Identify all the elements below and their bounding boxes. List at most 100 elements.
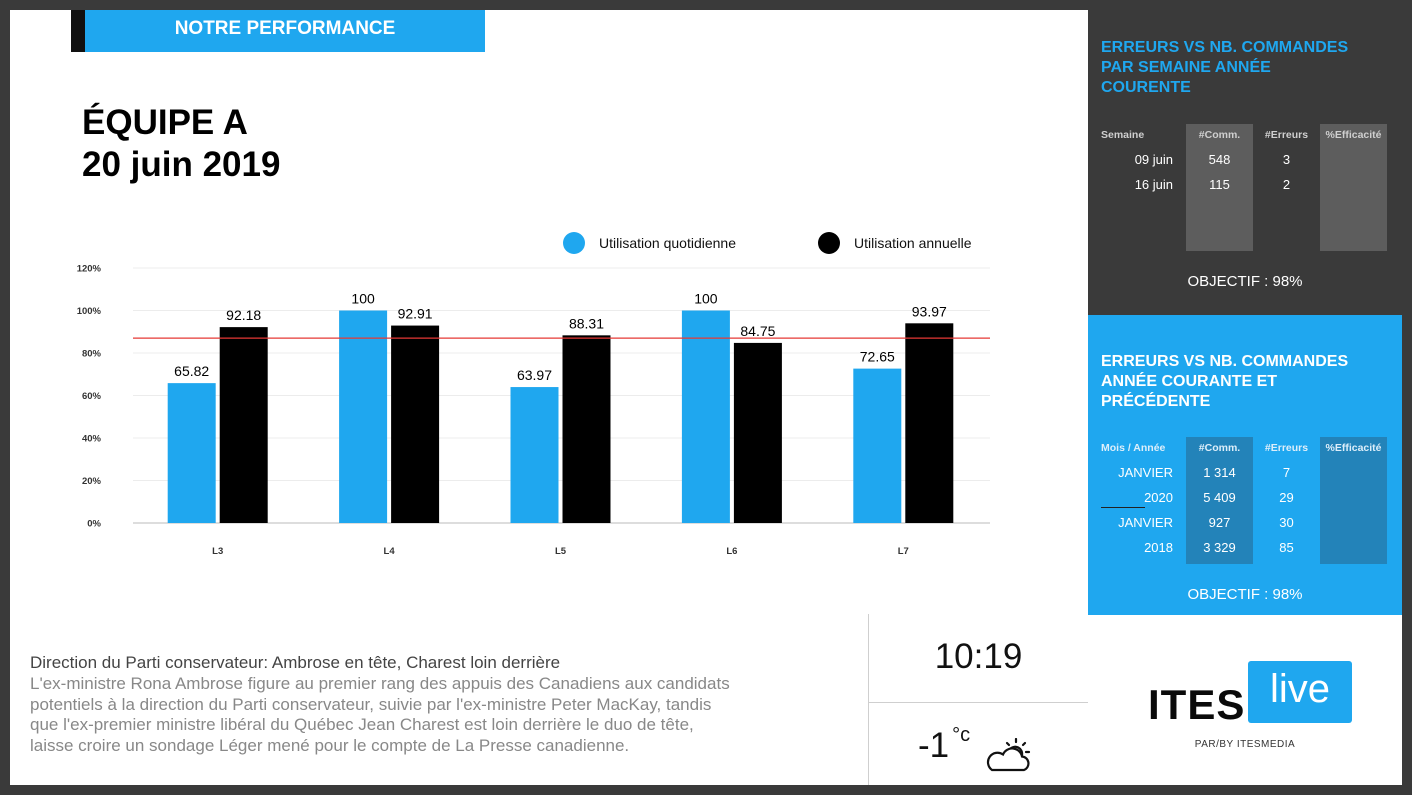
table-cell: JANVIER	[1118, 465, 1173, 480]
table-header: #Erreurs	[1264, 442, 1309, 454]
table-cell: 09 juin	[1134, 152, 1173, 167]
divider-horizontal	[868, 702, 1088, 703]
x-tick-label: L6	[726, 546, 737, 557]
bar-value-label: 93.97	[912, 303, 947, 319]
legend-item-annual: Utilisation annuelle	[818, 232, 972, 254]
bar-value-label: 63.97	[517, 367, 552, 383]
bar	[562, 335, 611, 523]
logo-subtitle: PAR/BY ITESMEDIA	[1194, 739, 1296, 750]
legend-label-annual: Utilisation annuelle	[854, 235, 972, 251]
table-header: %Efficacité	[1325, 442, 1382, 454]
bar-value-label: 65.82	[174, 363, 209, 379]
news-body: L'ex-ministre Rona Ambrose figure au pre…	[30, 674, 850, 756]
y-tick-label: 0%	[87, 519, 101, 530]
x-tick-label: L5	[555, 546, 567, 557]
bar	[853, 368, 902, 523]
legend-label-daily: Utilisation quotidienne	[599, 235, 736, 251]
bar-value-label: 100	[351, 291, 375, 307]
team-date: 20 juin 2019	[82, 145, 281, 184]
bar-value-label: 92.91	[398, 306, 433, 322]
table-cell: 29	[1279, 490, 1294, 505]
weekly-panel-title: ERREURS VS NB. COMMANDES PAR SEMAINE ANN…	[1101, 38, 1391, 98]
yearly-title-line: PRÉCÉDENTE	[1101, 393, 1211, 410]
column-band	[1186, 437, 1253, 564]
main-content: NOTRE PERFORMANCE ÉQUIPE A 20 juin 2019 …	[10, 10, 1088, 785]
logo-panel: ITES live PAR/BY ITESMEDIA	[1088, 615, 1402, 785]
yearly-panel-title: ERREURS VS NB. COMMANDES ANNÉE COURANTE …	[1101, 352, 1391, 412]
utilization-bar-chart: 0% 20% 40% 60% 80% 100% 120% 65.82 92.18 L3 100 92.…	[77, 264, 990, 557]
x-tick-label: L3	[212, 546, 223, 557]
team-name: ÉQUIPE A	[82, 103, 248, 142]
bar	[681, 310, 730, 523]
table-cell: 30	[1279, 515, 1294, 530]
row-separator	[1101, 507, 1145, 508]
divider-vertical	[868, 614, 869, 785]
bar	[391, 325, 440, 523]
bar-value-label: 72.65	[860, 349, 895, 365]
table-cell: 16 juin	[1134, 177, 1173, 192]
logo-live-badge: live	[1248, 661, 1352, 723]
column-band	[1320, 124, 1387, 251]
bar	[510, 387, 559, 523]
table-cell: 7	[1282, 465, 1291, 480]
table-header: Mois / Année	[1101, 442, 1166, 454]
table-header: Semaine	[1101, 129, 1145, 141]
news-ticker: Direction du Parti conservateur: Ambrose…	[30, 652, 850, 756]
yearly-errors-panel: ERREURS VS NB. COMMANDES ANNÉE COURANTE …	[1088, 315, 1402, 615]
logo-ites-text: ITES	[1148, 681, 1246, 728]
bar	[167, 383, 216, 523]
weather-temperature: -1 °c	[918, 724, 971, 766]
news-title: Direction du Parti conservateur: Ambrose…	[30, 653, 561, 672]
table-cell: 3	[1282, 152, 1291, 167]
bar-value-label: 100	[694, 291, 718, 307]
partly-cloudy-icon	[986, 738, 1031, 772]
y-tick-label: 80%	[82, 349, 102, 360]
weekly-errors-panel: ERREURS VS NB. COMMANDES PAR SEMAINE ANN…	[1088, 10, 1402, 315]
column-band	[1320, 437, 1387, 564]
y-tick-label: 120%	[77, 264, 102, 275]
bar-value-label: 92.18	[226, 307, 261, 323]
table-cell: 2	[1282, 177, 1291, 192]
column-band	[1186, 124, 1253, 251]
table-cell: JANVIER	[1118, 515, 1173, 530]
header-accent-bar	[71, 10, 85, 52]
news-line: laisse croire un sondage Léger mené pour…	[30, 735, 630, 755]
legend-swatch-annual	[818, 232, 840, 254]
yearly-title-line: ERREURS VS NB. COMMANDES	[1101, 353, 1349, 370]
table-header: #Comm.	[1198, 442, 1241, 454]
table-cell: 548	[1208, 152, 1231, 167]
weekly-title-line: ERREURS VS NB. COMMANDES	[1101, 39, 1349, 56]
bar	[733, 342, 782, 523]
table-cell: 3 329	[1203, 540, 1236, 555]
news-line: L'ex-ministre Rona Ambrose figure au pre…	[30, 674, 730, 693]
table-cell: 5 409	[1203, 490, 1236, 505]
table-header: %Efficacité	[1325, 129, 1382, 141]
bar	[339, 310, 388, 523]
clock-time: 10:19	[934, 637, 1023, 676]
yearly-title-line: ANNÉE COURANTE ET	[1101, 373, 1278, 390]
table-cell: 2018	[1144, 540, 1173, 555]
yearly-objective: OBJECTIF : 98%	[1187, 586, 1303, 603]
bar	[905, 323, 954, 523]
table-cell: 85	[1279, 540, 1294, 555]
y-tick-label: 40%	[82, 434, 102, 445]
table-cell: 115	[1209, 177, 1230, 192]
weekly-title-line: COURENTE	[1101, 79, 1191, 96]
bar-value-label: 88.31	[569, 315, 604, 331]
news-line: que l'ex-premier ministre libéral du Qué…	[30, 715, 694, 734]
y-tick-label: 20%	[82, 476, 102, 487]
legend-item-daily: Utilisation quotidienne	[563, 232, 736, 254]
bar	[219, 327, 268, 523]
weekly-objective: OBJECTIF : 98%	[1187, 273, 1303, 290]
bar-value-label: 84.75	[740, 323, 775, 339]
weekly-title-line: PAR SEMAINE ANNÉE	[1101, 59, 1271, 76]
x-tick-label: L7	[898, 546, 909, 557]
legend-swatch-daily	[563, 232, 585, 254]
weather-temp-unit: °c	[952, 724, 971, 746]
table-cell: 927	[1208, 515, 1231, 530]
table-header: #Comm.	[1198, 129, 1241, 141]
x-tick-label: L4	[384, 546, 396, 557]
header-title: NOTRE PERFORMANCE	[85, 10, 485, 52]
table-cell: 2020	[1144, 490, 1173, 505]
y-tick-label: 100%	[77, 306, 102, 317]
